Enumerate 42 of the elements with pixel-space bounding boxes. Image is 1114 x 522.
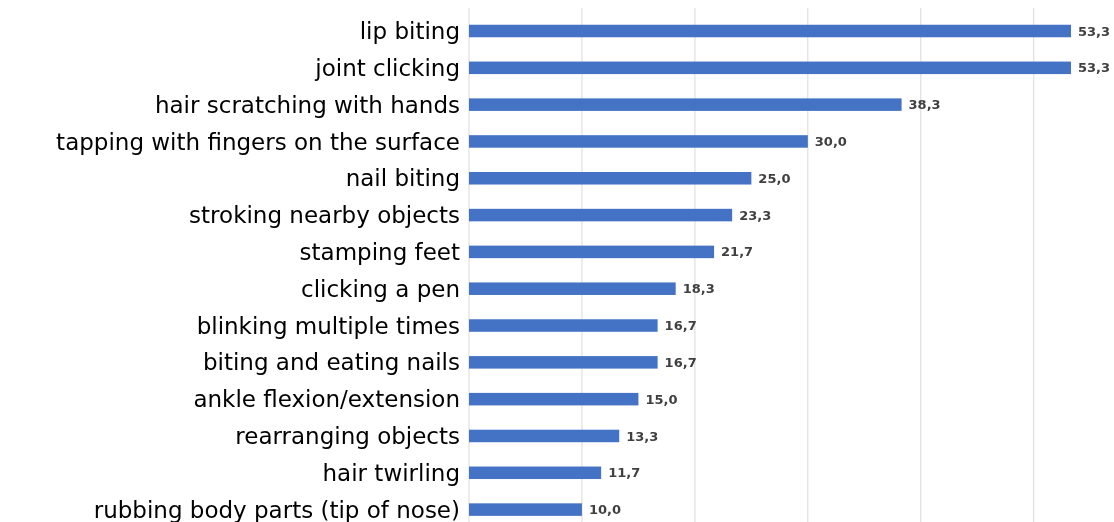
bar: [469, 98, 902, 111]
data-label: 16,7: [664, 354, 697, 370]
y-tick-label: joint clicking: [314, 54, 460, 81]
y-tick-label: stroking nearby objects: [189, 202, 460, 229]
data-label: 30,0: [814, 134, 847, 149]
bar: [469, 135, 808, 148]
y-tick-label: clicking a pen: [300, 275, 460, 302]
bar: [469, 208, 733, 222]
y-tick-label: lip biting: [359, 18, 460, 45]
bar: [469, 429, 620, 443]
y-tick-label: blinking multiple times: [196, 312, 460, 339]
y-tick-label: hair twirling: [322, 459, 460, 486]
bar: [469, 319, 658, 332]
bar: [469, 282, 676, 295]
data-label: 10,0: [588, 502, 622, 518]
data-label: 25,0: [758, 170, 791, 186]
data-label: 15,0: [645, 391, 678, 407]
data-label: 18,3: [682, 281, 715, 297]
y-tick-label: stamping feet: [299, 238, 460, 265]
y-tick-label: rearranging objects: [235, 423, 460, 450]
data-label: 16,7: [664, 318, 697, 334]
data-label: 53,3: [1078, 23, 1111, 39]
y-tick-label: nail biting: [345, 165, 460, 192]
data-label: 38,3: [908, 97, 941, 113]
bar: [469, 503, 582, 516]
data-label: 23,3: [739, 207, 772, 223]
data-label: 53,3: [1078, 60, 1111, 76]
bar: [469, 392, 639, 406]
y-tick-label: rubbing body parts (tip of nose): [93, 496, 460, 522]
y-tick-label: tapping with fingers on the surface: [56, 128, 460, 155]
bar: [469, 24, 1071, 38]
y-tick-label: hair scratching with hands: [154, 91, 460, 118]
bar: [469, 172, 752, 185]
data-label: 11,7: [608, 465, 641, 481]
bar: [469, 356, 658, 369]
bar: [469, 466, 602, 480]
y-tick-label: ankle flexion/extension: [193, 386, 460, 413]
y-tick-label: biting and eating nails: [202, 349, 460, 376]
data-label: 21,7: [721, 244, 754, 260]
bar: [469, 245, 715, 259]
data-label: 13,3: [626, 428, 659, 444]
bar: [469, 61, 1071, 75]
